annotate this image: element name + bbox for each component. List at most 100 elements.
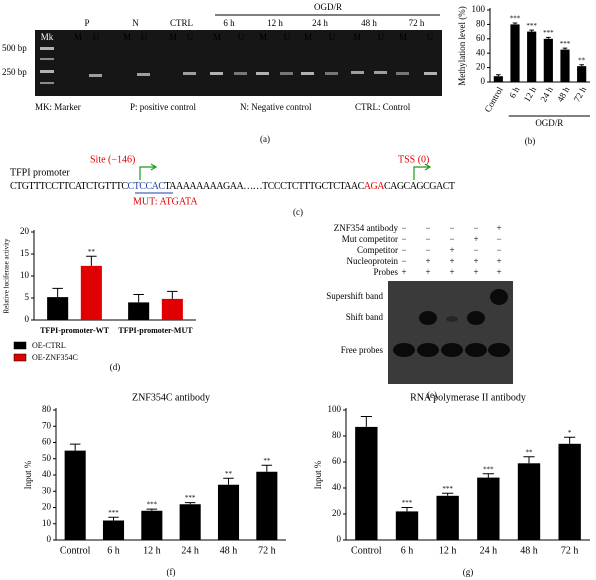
x-tick-label: 6 h bbox=[507, 85, 522, 100]
panel-caption: (c) bbox=[293, 207, 303, 217]
emsa-sign: + bbox=[496, 256, 501, 266]
error-bar bbox=[579, 64, 584, 67]
gel-legend: CTRL: Control bbox=[355, 102, 411, 112]
emsa-sign: − bbox=[401, 234, 406, 244]
y-tick-label: 20 bbox=[42, 502, 52, 512]
panel-caption: (a) bbox=[260, 134, 270, 144]
gel-group-label: N bbox=[132, 18, 139, 28]
y-tick-label: 40 bbox=[42, 469, 52, 479]
x-tick-label: 72 h bbox=[258, 545, 276, 556]
bar bbox=[179, 504, 201, 540]
y-tick-label: 10 bbox=[20, 270, 30, 280]
bar bbox=[161, 298, 183, 320]
significance: *** bbox=[402, 499, 413, 507]
emsa-sign: + bbox=[425, 267, 430, 277]
y-tick-label: 30 bbox=[42, 485, 52, 495]
sequence-tss: AGA bbox=[364, 181, 385, 192]
significance: * bbox=[568, 429, 572, 437]
legend-swatch bbox=[13, 353, 27, 362]
error-bar bbox=[523, 456, 535, 464]
gel-group-label: 24 h bbox=[312, 18, 328, 28]
x-tick-label: 12 h bbox=[143, 545, 161, 556]
emsa-sign: + bbox=[449, 256, 454, 266]
bar bbox=[527, 31, 537, 83]
emsa-sign: + bbox=[496, 223, 501, 233]
y-tick-label: 0 bbox=[481, 76, 486, 86]
significance: *** bbox=[147, 501, 158, 509]
y-tick-label: 5 bbox=[25, 292, 30, 302]
bar bbox=[510, 24, 520, 82]
y-tick-label: 20 bbox=[20, 226, 30, 236]
emsa-row-label: Nucleoprotein bbox=[347, 256, 399, 266]
error-bar bbox=[86, 255, 97, 266]
y-tick-label: 70 bbox=[42, 420, 52, 430]
emsa-sign: + bbox=[401, 267, 406, 277]
panel-caption: (d) bbox=[110, 362, 121, 372]
bar bbox=[543, 38, 553, 82]
error-bar bbox=[546, 36, 551, 39]
gel-lane-label: U bbox=[427, 32, 434, 42]
y-tick-label: 50 bbox=[42, 453, 52, 463]
significance: ** bbox=[263, 457, 271, 465]
significance: *** bbox=[483, 465, 494, 473]
emsa-band-label: Supershift band bbox=[326, 291, 383, 301]
gel-lane-label: M bbox=[259, 32, 267, 42]
emsa-row-label: Mut competitor bbox=[342, 234, 398, 244]
error-bar bbox=[401, 507, 413, 512]
bar bbox=[436, 495, 459, 540]
x-tick-label: 24 h bbox=[181, 545, 199, 556]
axis bbox=[345, 408, 590, 541]
gel-lane-label: U bbox=[378, 32, 385, 42]
y-tick-label: 80 bbox=[42, 404, 52, 414]
gel-legend: N: Negative control bbox=[240, 102, 312, 112]
bar bbox=[493, 76, 503, 82]
emsa-sign: + bbox=[473, 234, 478, 244]
significance: ** bbox=[225, 470, 233, 478]
y-tick-label: 0 bbox=[47, 534, 52, 544]
error-bar bbox=[108, 516, 119, 521]
x-tick-label: 12 h bbox=[439, 545, 457, 556]
y-tick-label: 60 bbox=[476, 33, 486, 43]
gel-bands bbox=[40, 47, 437, 84]
emsa-sign: + bbox=[496, 267, 501, 277]
bar bbox=[577, 66, 587, 82]
panel-caption: (f) bbox=[167, 567, 176, 577]
emsa-sign: − bbox=[473, 223, 478, 233]
y-tick-label: 0 bbox=[337, 534, 342, 544]
promoter-title: TFPI promoter bbox=[10, 167, 70, 178]
bar bbox=[355, 426, 378, 540]
x-tick-label: 48 h bbox=[220, 545, 238, 556]
gel-group-label: CTRL bbox=[170, 18, 193, 28]
gel-lane-label: M bbox=[399, 32, 407, 42]
significance: ** bbox=[578, 56, 586, 64]
emsa-sign: + bbox=[449, 245, 454, 255]
legend-label: OE-CTRL bbox=[32, 341, 66, 350]
y-tick-label: 80 bbox=[476, 18, 486, 28]
significance: ** bbox=[88, 248, 96, 256]
x-tick-label: 6 h bbox=[107, 545, 120, 556]
bar bbox=[558, 443, 581, 540]
x-tick-label: Control bbox=[482, 85, 505, 114]
bar bbox=[141, 510, 163, 540]
panel-caption: (b) bbox=[525, 136, 536, 146]
bar bbox=[217, 484, 240, 540]
gel-lane-label: M bbox=[123, 32, 131, 42]
error-bar bbox=[564, 436, 576, 444]
gel-lane-label: M bbox=[353, 32, 361, 42]
gel-lane-label: U bbox=[93, 32, 100, 42]
emsa-sign: − bbox=[496, 245, 501, 255]
bar bbox=[80, 265, 102, 320]
legend-label: OE-ZNF354C bbox=[32, 353, 78, 362]
y-tick-label: 100 bbox=[328, 404, 342, 414]
gel-lane-label: U bbox=[141, 32, 148, 42]
gel-marker-label: Mk bbox=[41, 32, 54, 42]
error-bar bbox=[512, 22, 518, 25]
bar bbox=[102, 520, 125, 540]
tss-label: TSS (0) bbox=[398, 154, 429, 165]
gel-size-label: 250 bp bbox=[2, 67, 27, 77]
error-bar bbox=[360, 416, 372, 427]
bar bbox=[128, 302, 150, 320]
error-bar bbox=[562, 47, 568, 50]
gel-legend: P: positive control bbox=[130, 102, 196, 112]
y-tick-label: 20 bbox=[332, 508, 342, 518]
